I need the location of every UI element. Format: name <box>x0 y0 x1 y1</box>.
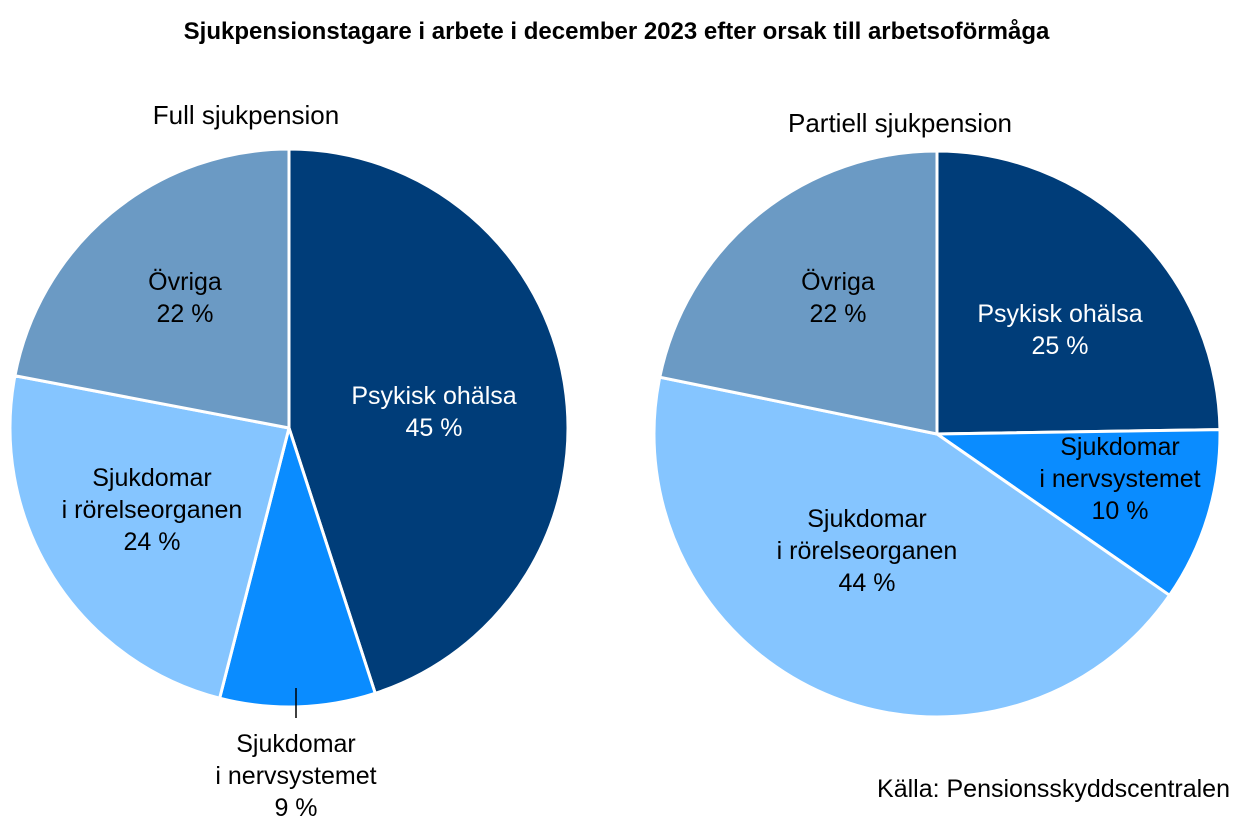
pie-slice <box>287 147 570 695</box>
slice-name-label: Sjukdomar <box>92 464 212 492</box>
slice-name-label: Sjukdomar <box>1060 433 1180 461</box>
pie-slice <box>218 426 377 709</box>
slice-value-label: 24 % <box>124 528 181 556</box>
pie-slice <box>658 149 939 436</box>
slice-name-label: Psykisk ohälsa <box>351 382 516 410</box>
slice-name-label: Sjukdomar <box>807 505 927 533</box>
pie-slice <box>8 374 291 700</box>
slice-name-label: i rörelseorganen <box>777 537 958 565</box>
slice-value-label: 10 % <box>1092 497 1149 525</box>
slice-value-label: 22 % <box>810 300 867 328</box>
pie-partiell-sjukpension: Partiell sjukpension Psykisk ohälsa 25 % S… <box>652 108 1222 719</box>
subtitle-full: Full sjukpension <box>153 100 339 130</box>
pie-slice <box>652 375 1172 719</box>
slice-name-label: Sjukdomar <box>236 730 356 758</box>
slice-value-label: 44 % <box>839 569 896 597</box>
source-note: Källa: Pensionsskyddscentralen <box>877 775 1230 803</box>
slice-value-label: 45 % <box>406 414 463 442</box>
slice-name-label: Psykisk ohälsa <box>977 300 1142 328</box>
slice-name-label: i nervsystemet <box>1039 465 1200 493</box>
slice-value-label: 22 % <box>157 300 214 328</box>
slice-name-label: i rörelseorganen <box>62 496 243 524</box>
pie-full-sjukpension: Full sjukpension Psykisk ohälsa 45 % Sjukd… <box>8 100 570 821</box>
slice-value-label: 9 % <box>274 794 317 821</box>
pie-slice <box>935 428 1222 597</box>
pie-slice <box>935 149 1222 436</box>
slice-name-label: i nervsystemet <box>215 762 376 790</box>
subtitle-partiell: Partiell sjukpension <box>788 108 1012 138</box>
slice-name-label: Övriga <box>801 268 875 296</box>
chart-title: Sjukpensionstagare i arbete i december 2… <box>183 18 1050 45</box>
slice-value-label: 25 % <box>1032 332 1089 360</box>
slice-name-label: Övriga <box>148 268 222 296</box>
pie-slice <box>13 147 291 430</box>
